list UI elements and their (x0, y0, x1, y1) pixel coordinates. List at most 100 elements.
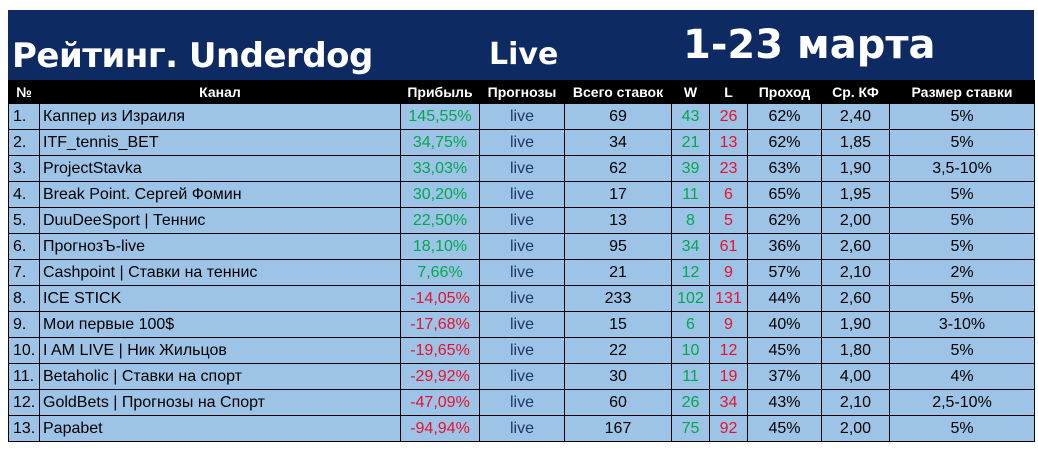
wins-count: 75 (671, 415, 710, 442)
avg-odds: 4,00 (821, 363, 890, 390)
header-row: № Канал Прибыль Прогнозы Всего ставок W … (8, 80, 1035, 104)
forecast-type: live (479, 233, 565, 260)
total-bets: 62 (564, 155, 672, 182)
pass-rate: 62% (747, 207, 822, 234)
avg-odds: 2,00 (821, 207, 890, 234)
row-number: 13. (8, 415, 40, 442)
col-header-channel: Канал (39, 80, 401, 104)
losses-count: 12 (709, 337, 748, 364)
wins-count: 6 (671, 311, 710, 338)
pass-rate: 44% (747, 285, 822, 312)
avg-odds: 2,40 (821, 103, 890, 130)
pass-rate: 40% (747, 311, 822, 338)
col-header-profit: Прибыль (400, 80, 480, 104)
losses-count: 131 (709, 285, 748, 312)
total-bets: 17 (564, 181, 672, 208)
pass-rate: 45% (747, 337, 822, 364)
channel-name: Break Point. Сергей Фомин (39, 181, 401, 208)
forecast-type: live (479, 207, 565, 234)
title-banner: Рейтинг. Underdog Live 1-23 марта (8, 10, 1034, 80)
profit-value: -14,05% (400, 285, 480, 312)
avg-odds: 1,90 (821, 311, 890, 338)
profit-value: 30,20% (400, 181, 480, 208)
table-row: 8. ICE STICK -14,05% live 233 102 131 44% 2,60 5% (8, 285, 1035, 312)
forecast-type: live (479, 181, 565, 208)
profit-value: -29,92% (400, 363, 480, 390)
channel-name: ПрогнозЪ-live (39, 233, 401, 260)
wins-count: 39 (671, 155, 710, 182)
channel-name: ProjectStavka (39, 155, 401, 182)
total-bets: 233 (564, 285, 672, 312)
pass-rate: 62% (747, 103, 822, 130)
losses-count: 9 (709, 259, 748, 286)
wins-count: 34 (671, 233, 710, 260)
col-header-losses: L (709, 80, 748, 104)
profit-value: 22,50% (400, 207, 480, 234)
forecast-type: live (479, 415, 565, 442)
losses-count: 13 (709, 129, 748, 156)
row-number: 5. (8, 207, 40, 234)
total-bets: 21 (564, 259, 672, 286)
total-bets: 22 (564, 337, 672, 364)
mode-label: Live (489, 37, 559, 72)
channel-name: I AM LIVE | Ник Жильцов (39, 337, 401, 364)
rating-sheet: Рейтинг. Underdog Live 1-23 марта № Кана… (8, 10, 1035, 442)
wins-count: 102 (671, 285, 710, 312)
losses-count: 26 (709, 103, 748, 130)
stake-size: 4% (889, 363, 1035, 390)
col-header-total-bets: Всего ставок (564, 80, 672, 104)
channel-name: ICE STICK (39, 285, 401, 312)
row-number: 12. (8, 389, 40, 416)
stake-size: 3-10% (889, 311, 1035, 338)
table-row: 12. GoldBets | Прогнозы на Спорт -47,09% li… (8, 389, 1035, 416)
avg-odds: 1,80 (821, 337, 890, 364)
rating-table: № Канал Прибыль Прогнозы Всего ставок W … (8, 80, 1035, 442)
losses-count: 61 (709, 233, 748, 260)
forecast-type: live (479, 337, 565, 364)
pass-rate: 63% (747, 155, 822, 182)
stake-size: 5% (889, 415, 1035, 442)
pass-rate: 65% (747, 181, 822, 208)
row-number: 10. (8, 337, 40, 364)
pass-rate: 36% (747, 233, 822, 260)
row-number: 4. (8, 181, 40, 208)
losses-count: 92 (709, 415, 748, 442)
row-number: 2. (8, 129, 40, 156)
pass-rate: 37% (747, 363, 822, 390)
total-bets: 15 (564, 311, 672, 338)
stake-size: 2,5-10% (889, 389, 1035, 416)
wins-count: 11 (671, 363, 710, 390)
losses-count: 6 (709, 181, 748, 208)
col-header-number: № (8, 80, 40, 104)
row-number: 6. (8, 233, 40, 260)
profit-value: -17,68% (400, 311, 480, 338)
profit-value: -19,65% (400, 337, 480, 364)
profit-value: -47,09% (400, 389, 480, 416)
table-row: 13. Papabet -94,94% live 167 75 92 45% 2,00 5% (8, 415, 1035, 442)
profit-value: -94,94% (400, 415, 480, 442)
row-number: 11. (8, 363, 40, 390)
total-bets: 30 (564, 363, 672, 390)
forecast-type: live (479, 285, 565, 312)
avg-odds: 2,00 (821, 415, 890, 442)
forecast-type: live (479, 129, 565, 156)
total-bets: 13 (564, 207, 672, 234)
pass-rate: 57% (747, 259, 822, 286)
avg-odds: 1,85 (821, 129, 890, 156)
pass-rate: 45% (747, 415, 822, 442)
channel-name: Betaholic | Ставки на спорт (39, 363, 401, 390)
stake-size: 5% (889, 181, 1035, 208)
pass-rate: 43% (747, 389, 822, 416)
forecast-type: live (479, 363, 565, 390)
forecast-type: live (479, 389, 565, 416)
table-row: 7. Cashpoint | Ставки на теннис 7,66% live 2… (8, 259, 1035, 286)
rating-title: Рейтинг. Underdog (12, 36, 373, 76)
row-number: 8. (8, 285, 40, 312)
avg-odds: 1,95 (821, 181, 890, 208)
col-header-pass-rate: Проход (747, 80, 822, 104)
profit-value: 33,03% (400, 155, 480, 182)
col-header-stake-size: Размер ставки (889, 80, 1035, 104)
stake-size: 5% (889, 103, 1035, 130)
wins-count: 11 (671, 181, 710, 208)
wins-count: 8 (671, 207, 710, 234)
